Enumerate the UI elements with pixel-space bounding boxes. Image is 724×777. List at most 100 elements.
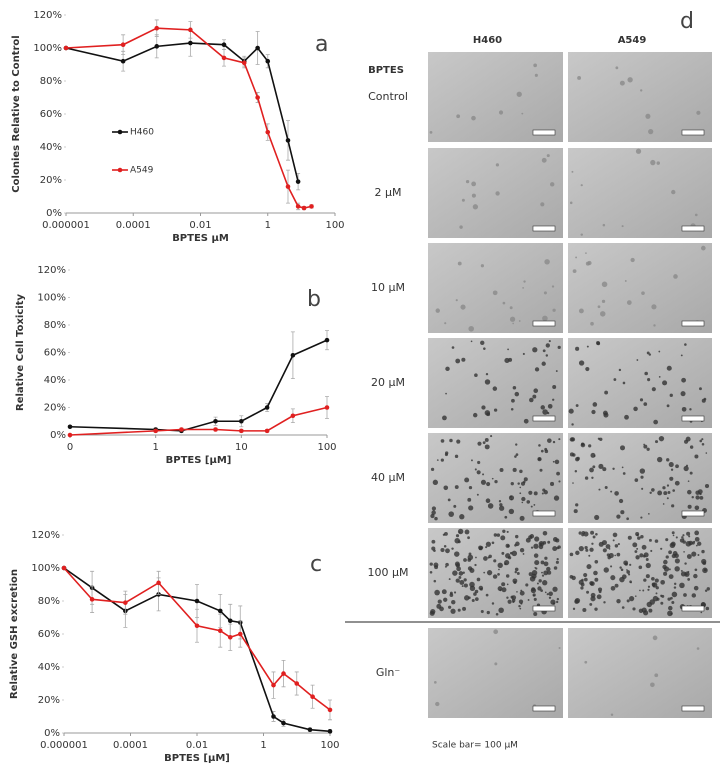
point: [188, 40, 193, 46]
cell: [544, 449, 549, 454]
cell: [586, 564, 592, 570]
cell: [658, 376, 661, 378]
cell: [610, 585, 616, 591]
cell: [461, 585, 464, 588]
cell: [437, 599, 442, 604]
cell: [643, 578, 647, 582]
point: [301, 205, 307, 211]
x-tick-label: 100: [325, 220, 344, 231]
cell: [639, 553, 644, 558]
cell: [507, 544, 510, 548]
cell: [497, 586, 503, 592]
cell: [581, 533, 585, 537]
cell: [476, 470, 481, 475]
cell: [548, 340, 551, 343]
cell: [558, 646, 561, 649]
micrograph: [568, 148, 712, 238]
cell: [667, 597, 671, 601]
scale-bar: [532, 415, 556, 422]
series-line: [69, 339, 328, 432]
cell: [538, 444, 541, 447]
scale-bar: [532, 129, 556, 136]
point: [271, 714, 276, 719]
cell: [697, 541, 702, 546]
cell: [645, 558, 649, 561]
cell: [629, 563, 632, 566]
cell: [578, 531, 582, 535]
cell: [654, 578, 659, 583]
cell: [499, 467, 504, 472]
cell: [621, 466, 624, 469]
scale-bar: [532, 605, 556, 612]
cell: [509, 306, 513, 310]
cell: [533, 553, 539, 558]
cell: [445, 392, 447, 395]
cell: [516, 572, 520, 575]
cell: [459, 225, 463, 229]
cell: [534, 367, 540, 372]
cell: [542, 315, 548, 322]
cell: [474, 563, 477, 567]
cell: [694, 530, 700, 536]
cell: [546, 593, 549, 596]
cell: [485, 593, 489, 597]
row-label: Gln⁻: [376, 666, 401, 679]
cell: [528, 490, 533, 495]
row-label: 20 µM: [371, 376, 405, 389]
cell: [533, 611, 538, 617]
cell: [519, 548, 525, 553]
cell: [447, 498, 451, 502]
cell: [650, 682, 655, 688]
image: [428, 338, 563, 428]
cell: [700, 611, 703, 614]
cell: [612, 539, 615, 542]
cell: [499, 503, 503, 507]
cell: [477, 460, 481, 465]
cell: [655, 592, 658, 595]
cell: [612, 467, 615, 470]
cell: [641, 487, 644, 490]
cell: [591, 542, 594, 545]
cell: [486, 610, 490, 615]
cell: [684, 562, 687, 565]
cell: [598, 590, 602, 594]
cell: [443, 545, 447, 548]
cell: [481, 405, 486, 410]
cell: [455, 534, 460, 538]
cell: [463, 578, 467, 582]
cell: [572, 453, 576, 457]
cell: [544, 556, 548, 560]
y-tick-label: 60%: [44, 348, 66, 359]
micrograph: [428, 433, 563, 523]
cell: [552, 440, 556, 444]
cell: [546, 411, 550, 415]
cell: [502, 301, 506, 305]
cell: [684, 439, 689, 444]
cell: [600, 311, 606, 317]
cell: [697, 553, 700, 556]
scale-bar: [681, 605, 705, 612]
cell: [536, 582, 539, 585]
cell: [570, 437, 576, 442]
cell: [642, 554, 646, 558]
cell: [589, 467, 594, 473]
cell: [647, 588, 650, 591]
cell: [504, 562, 507, 566]
series-line: [63, 567, 331, 733]
point: [188, 27, 193, 33]
cell: [529, 397, 534, 403]
cell: [666, 484, 670, 487]
cell: [688, 540, 693, 546]
cell: [691, 551, 697, 557]
cell: [695, 544, 698, 547]
cell: [455, 563, 461, 568]
scale-bar: [532, 320, 556, 327]
cell: [575, 503, 579, 507]
cell: [547, 540, 551, 544]
cell: [603, 412, 609, 418]
cell: [541, 571, 543, 574]
cell: [670, 612, 673, 615]
cell: [673, 586, 677, 589]
point: [255, 95, 260, 100]
cell: [542, 349, 546, 353]
